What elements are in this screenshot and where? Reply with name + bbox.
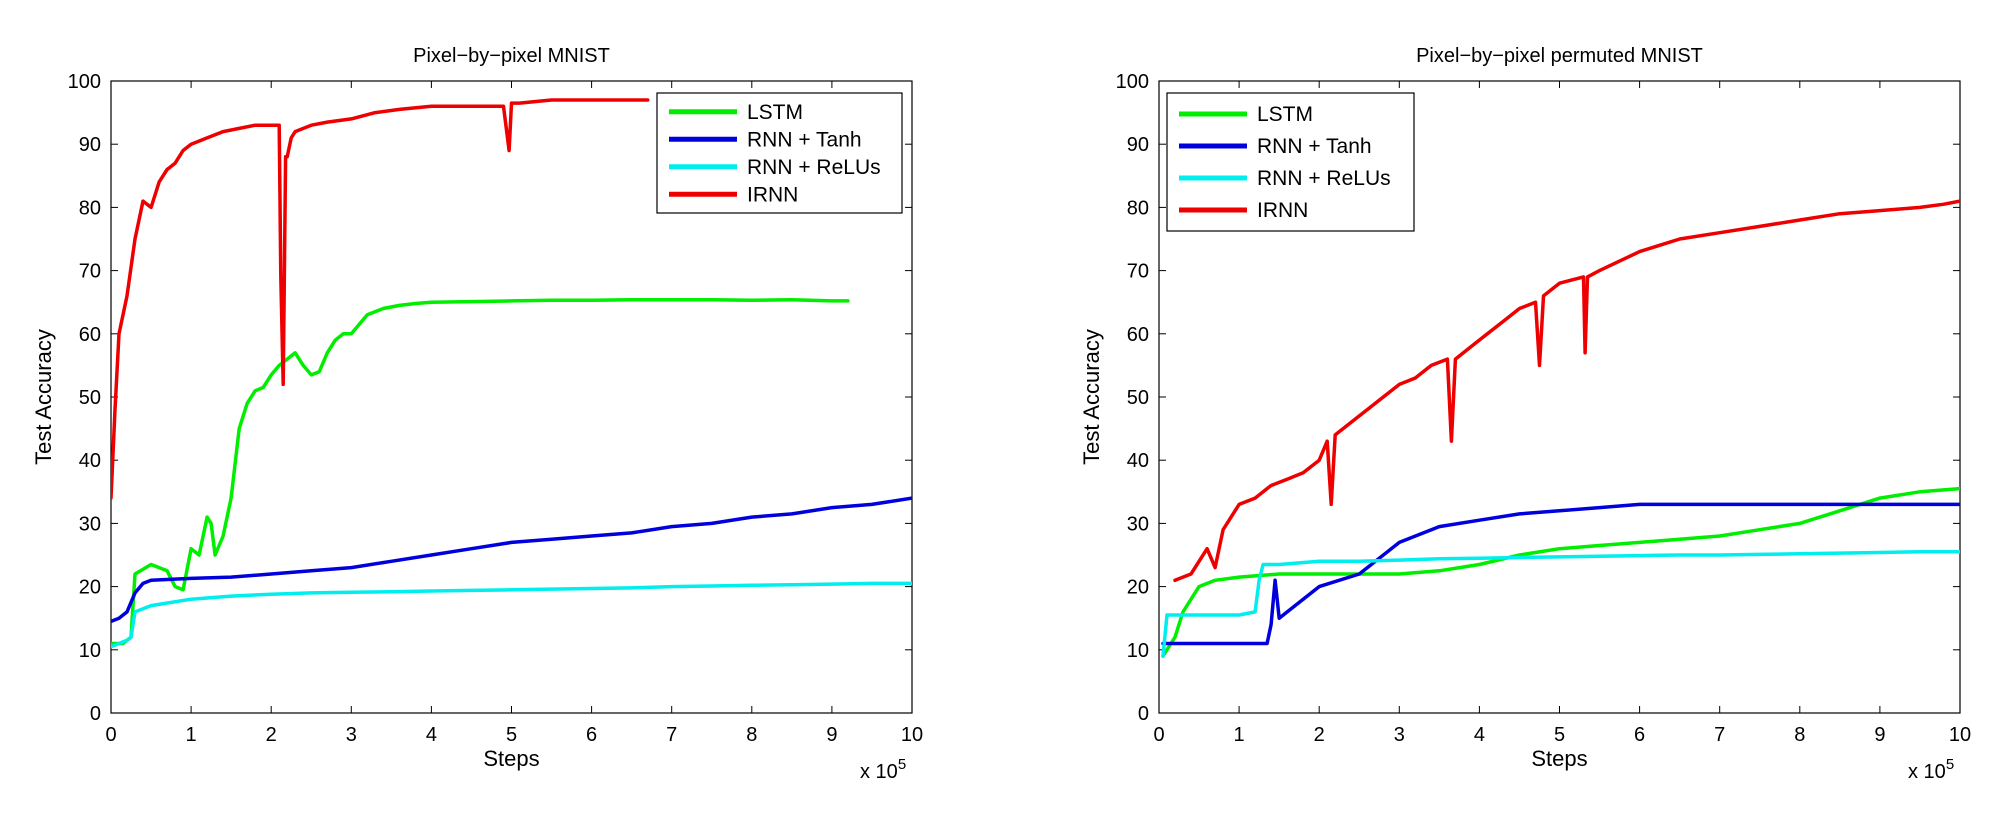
chart-title: Pixel−by−pixel permuted MNIST — [1416, 45, 1703, 67]
series-line-lstm — [111, 297, 850, 646]
x-tick-label: 6 — [586, 724, 597, 746]
y-tick-label: 70 — [79, 261, 101, 283]
series-line-rnn-tanh — [1161, 502, 1960, 646]
x-axis-multiplier: x 105 — [860, 756, 906, 783]
legend: LSTM RNN + Tanh RNN + ReLUs IRNN — [656, 92, 903, 214]
legend-label: RNN + Tanh — [747, 128, 862, 151]
y-tick-label: 70 — [1127, 261, 1149, 283]
x-axis-label: Steps — [483, 746, 539, 771]
x-tick-label: 1 — [186, 724, 197, 746]
legend-label: RNN + Tanh — [1257, 135, 1372, 158]
y-tick-label: 20 — [79, 577, 101, 599]
x-tick-label: 7 — [666, 724, 677, 746]
chart-title: Pixel−by−pixel MNIST — [413, 45, 610, 67]
x-tick-label: 5 — [506, 724, 517, 746]
legend: LSTM RNN + Tanh RNN + ReLUs IRNN — [1166, 92, 1415, 232]
legend-label: LSTM — [747, 101, 803, 124]
x-tick-label: 7 — [1714, 724, 1725, 746]
y-tick-label: 10 — [79, 640, 101, 662]
series-line-irnn — [1173, 199, 1960, 583]
y-tick-label: 100 — [68, 71, 101, 93]
x-tick-label: 1 — [1234, 724, 1245, 746]
y-tick-label: 10 — [1127, 640, 1149, 662]
x-axis-multiplier-exponent: 5 — [898, 756, 906, 773]
x-tick-label: 6 — [1634, 724, 1645, 746]
y-axis-label: Test Accuracy — [31, 329, 56, 465]
x-axis-multiplier-base: x 10 — [1908, 761, 1946, 783]
y-tick-label: 20 — [1127, 577, 1149, 599]
y-tick-label: 80 — [79, 197, 101, 219]
series-group — [1161, 199, 1960, 658]
x-axis-multiplier: x 105 — [1908, 756, 1954, 783]
y-tick-label: 60 — [79, 324, 101, 346]
y-tick-label: 60 — [1127, 324, 1149, 346]
x-tick-label: 2 — [1314, 724, 1325, 746]
x-axis-label: Steps — [1531, 746, 1587, 771]
x-tick-label: 5 — [1554, 724, 1565, 746]
legend-label: RNN + ReLUs — [747, 156, 881, 179]
x-tick-label: 4 — [1474, 724, 1485, 746]
y-tick-label: 40 — [1127, 450, 1149, 472]
y-tick-label: 40 — [79, 450, 101, 472]
x-tick-label: 2 — [266, 724, 277, 746]
legend-label: IRNN — [1257, 199, 1308, 222]
x-axis-multiplier-base: x 10 — [860, 761, 898, 783]
series-line-irnn — [111, 98, 650, 500]
x-tick-label: 4 — [426, 724, 437, 746]
x-axis-multiplier-exponent: 5 — [1946, 756, 1954, 773]
legend-label: IRNN — [747, 183, 798, 206]
x-tick-label: 3 — [1394, 724, 1405, 746]
y-tick-label: 50 — [1127, 387, 1149, 409]
x-tick-label: 8 — [746, 724, 757, 746]
series-line-rnn-relus — [111, 581, 912, 649]
series-group — [111, 98, 912, 649]
legend-label: RNN + ReLUs — [1257, 167, 1391, 190]
x-tick-label: 9 — [1874, 724, 1885, 746]
y-axis-label: Test Accuracy — [1079, 329, 1104, 465]
legend-label: LSTM — [1257, 103, 1313, 126]
chart-panel-2: Pixel−by−pixel permuted MNIST 0 1 2 3 4 5 6 7 8 9 1… — [1079, 45, 1971, 783]
y-tick-label: 30 — [1127, 513, 1149, 535]
x-tick-label: 10 — [1949, 724, 1971, 746]
x-tick-label: 9 — [826, 724, 837, 746]
y-tick-label: 0 — [1138, 703, 1149, 725]
y-tick-label: 100 — [1116, 71, 1149, 93]
x-tick-label: 10 — [901, 724, 923, 746]
y-tick-label: 0 — [90, 703, 101, 725]
series-line-rnn-tanh — [111, 496, 912, 624]
y-tick-label: 90 — [79, 134, 101, 156]
x-tick-label: 0 — [1153, 724, 1164, 746]
y-tick-label: 30 — [79, 513, 101, 535]
y-tick-label: 50 — [79, 387, 101, 409]
x-tick-label: 8 — [1794, 724, 1805, 746]
y-tick-label: 80 — [1127, 197, 1149, 219]
y-tick-label: 90 — [1127, 134, 1149, 156]
series-line-rnn-relus — [1161, 550, 1960, 658]
x-tick-label: 0 — [105, 724, 116, 746]
x-tick-label: 3 — [346, 724, 357, 746]
series-line-lstm — [1161, 486, 1960, 658]
